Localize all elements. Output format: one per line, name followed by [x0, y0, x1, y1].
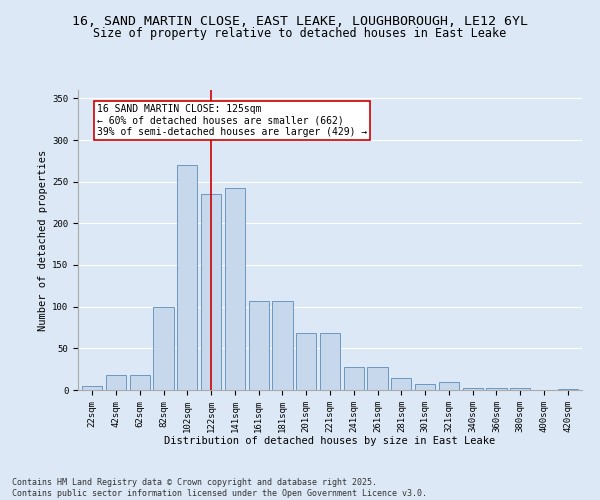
Bar — [439, 382, 459, 390]
Bar — [320, 334, 340, 390]
Bar — [248, 301, 269, 390]
Text: 16 SAND MARTIN CLOSE: 125sqm
← 60% of detached houses are smaller (662)
39% of s: 16 SAND MARTIN CLOSE: 125sqm ← 60% of de… — [97, 104, 367, 138]
Bar — [391, 378, 412, 390]
Bar — [201, 194, 221, 390]
Bar — [510, 388, 530, 390]
Bar — [272, 301, 293, 390]
Bar — [82, 386, 103, 390]
Bar — [154, 306, 173, 390]
Bar — [487, 388, 506, 390]
Bar — [296, 334, 316, 390]
Bar — [225, 188, 245, 390]
Text: 16, SAND MARTIN CLOSE, EAST LEAKE, LOUGHBOROUGH, LE12 6YL: 16, SAND MARTIN CLOSE, EAST LEAKE, LOUGH… — [72, 15, 528, 28]
Bar — [177, 165, 197, 390]
Bar — [557, 389, 578, 390]
Text: Contains HM Land Registry data © Crown copyright and database right 2025.
Contai: Contains HM Land Registry data © Crown c… — [12, 478, 427, 498]
Bar — [344, 366, 364, 390]
X-axis label: Distribution of detached houses by size in East Leake: Distribution of detached houses by size … — [164, 436, 496, 446]
Text: Size of property relative to detached houses in East Leake: Size of property relative to detached ho… — [94, 28, 506, 40]
Bar — [130, 375, 150, 390]
Y-axis label: Number of detached properties: Number of detached properties — [38, 150, 48, 330]
Bar — [367, 366, 388, 390]
Bar — [463, 388, 483, 390]
Bar — [415, 384, 435, 390]
Bar — [106, 375, 126, 390]
